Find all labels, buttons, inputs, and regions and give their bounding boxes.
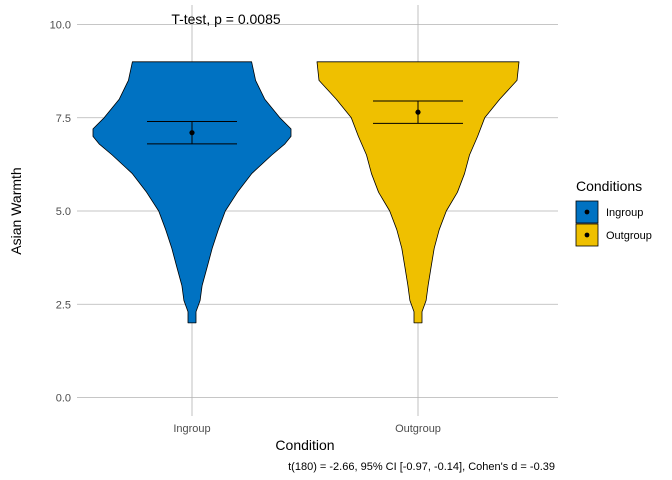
mean-point-ingroup xyxy=(189,130,195,136)
y-axis-title: Asian Warmth xyxy=(8,167,24,254)
mean-point-outgroup xyxy=(415,109,421,115)
y-tick-labels: 0.0 2.5 5.0 7.5 10.0 xyxy=(50,20,71,405)
legend-label-outgroup: Outgroup xyxy=(606,230,652,242)
y-tick-label-1: 2.5 xyxy=(56,299,71,311)
legend: Conditions Ingroup Outgroup xyxy=(575,178,652,247)
x-tick-label-ingroup: Ingroup xyxy=(173,423,210,435)
y-tick-label-3: 7.5 xyxy=(56,113,71,125)
statistics-caption: t(180) = -2.66, 95% CI [-0.97, -0.14], C… xyxy=(288,461,555,473)
legend-dot-outgroup xyxy=(584,232,590,238)
x-tick-label-outgroup: Outgroup xyxy=(395,423,441,435)
y-tick-label-0: 0.0 xyxy=(56,393,71,405)
confidence-intervals xyxy=(147,100,463,145)
violins xyxy=(92,61,520,324)
legend-dot-ingroup xyxy=(584,209,590,215)
y-tick-label-2: 5.0 xyxy=(56,206,71,218)
violin-outgroup xyxy=(316,61,520,324)
y-tick-label-4: 10.0 xyxy=(50,20,71,32)
legend-label-ingroup: Ingroup xyxy=(606,207,643,219)
chart-annotation-title: T-test, p = 0.0085 xyxy=(171,11,281,27)
violin-ingroup xyxy=(92,61,292,324)
x-tick-labels: Ingroup Outgroup xyxy=(173,423,441,435)
legend-entries: Ingroup Outgroup xyxy=(575,200,652,247)
legend-title: Conditions xyxy=(576,178,642,194)
x-axis-title: Condition xyxy=(275,437,334,453)
